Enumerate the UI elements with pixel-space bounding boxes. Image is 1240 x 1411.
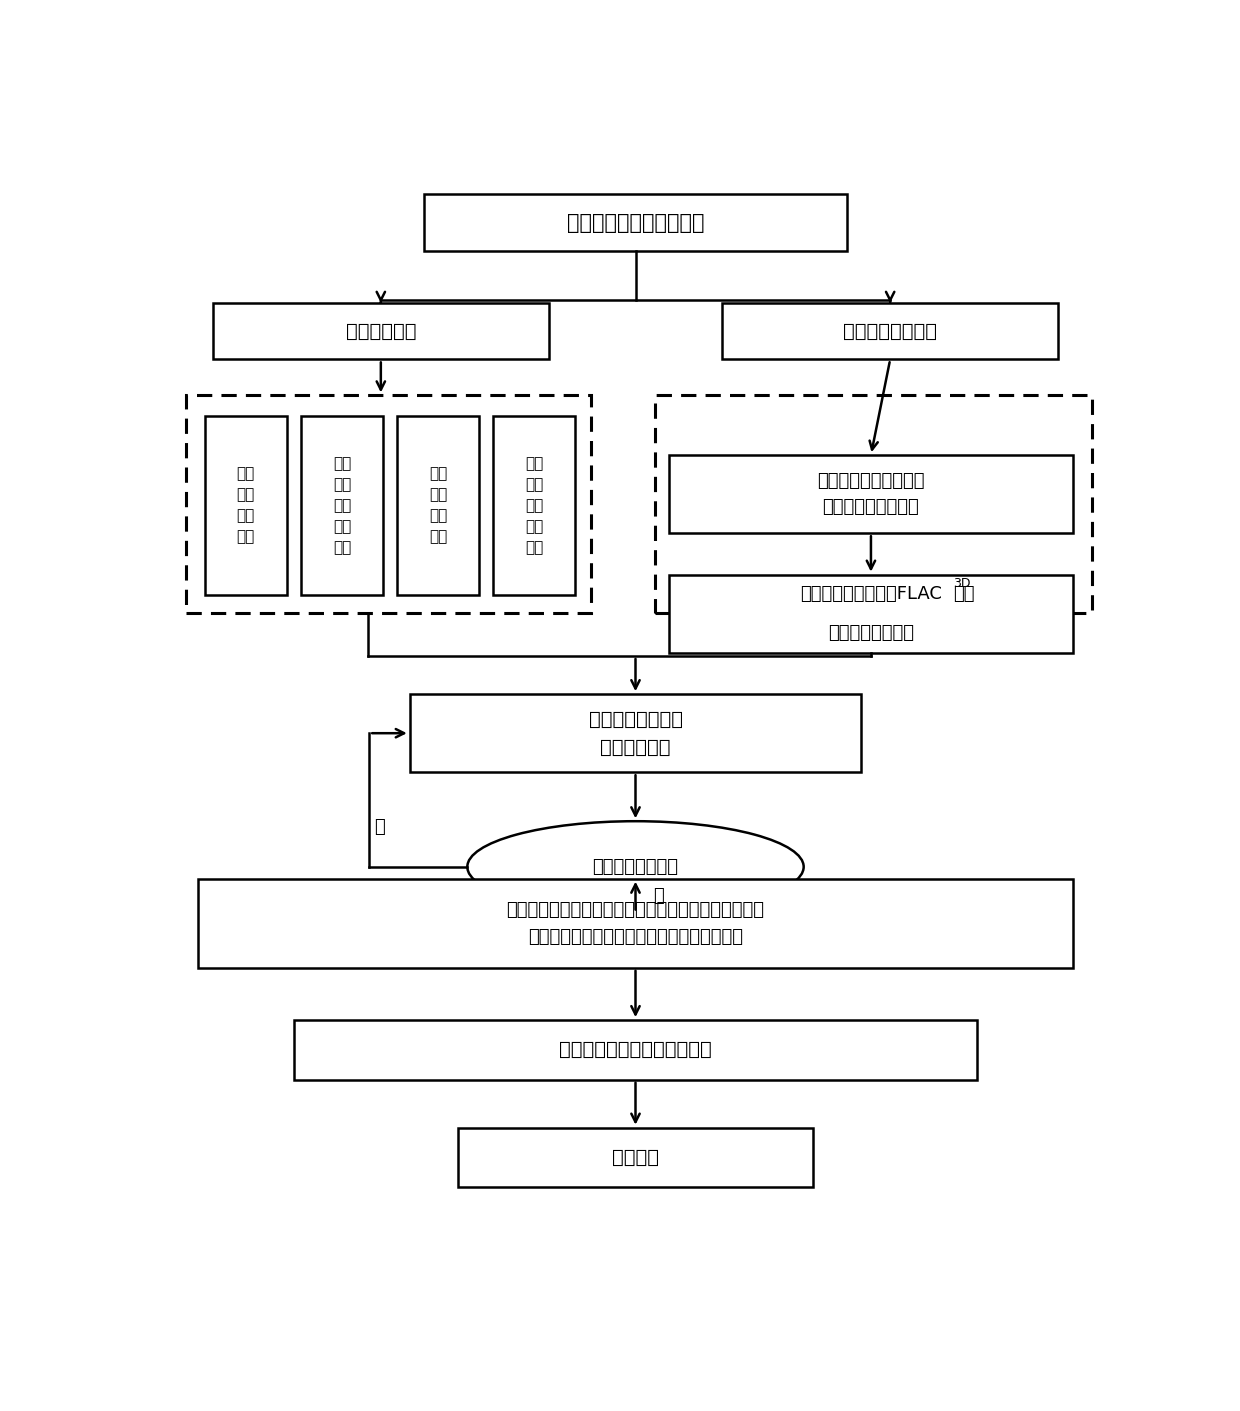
- FancyBboxPatch shape: [397, 416, 479, 595]
- FancyBboxPatch shape: [494, 416, 575, 595]
- FancyBboxPatch shape: [655, 395, 1092, 612]
- Text: 围岩
表面
变形
监测: 围岩 表面 变形 监测: [237, 467, 255, 545]
- Text: 调研收集资料、岩石取样: 调研收集资料、岩石取样: [567, 213, 704, 233]
- Text: 现场应用: 现场应用: [613, 1149, 658, 1167]
- FancyBboxPatch shape: [205, 416, 286, 595]
- Text: 拟合岩样强度参数与损
伤变量间的衰减关系: 拟合岩样强度参数与损 伤变量间的衰减关系: [817, 471, 925, 516]
- Text: 模拟分析卸压钻孔方位、卸压时机及钻孔参数（直径、
长度、间排距）对巷道围岩稳定性的影响规律: 模拟分析卸压钻孔方位、卸压时机及钻孔参数（直径、 长度、间排距）对巷道围岩稳定性…: [506, 902, 765, 945]
- Text: 内置: 内置: [952, 586, 975, 602]
- Text: 应变软化本构模型: 应变软化本构模型: [828, 624, 914, 642]
- Text: 深部巷道钻孔卸压
数值计算模型: 深部巷道钻孔卸压 数值计算模型: [589, 710, 682, 756]
- Text: 是: 是: [652, 886, 663, 904]
- Text: 否: 否: [374, 818, 384, 837]
- Text: 提出卸压钻孔参数的确定方法: 提出卸压钻孔参数的确定方法: [559, 1040, 712, 1060]
- FancyBboxPatch shape: [301, 416, 383, 595]
- Ellipse shape: [467, 821, 804, 913]
- Text: 反演岩体力学参数: 反演岩体力学参数: [593, 858, 678, 876]
- FancyBboxPatch shape: [409, 694, 862, 772]
- FancyBboxPatch shape: [186, 395, 591, 612]
- FancyBboxPatch shape: [198, 879, 1073, 968]
- Text: 将强度衰减模型嵌入FLAC: 将强度衰减模型嵌入FLAC: [800, 586, 942, 602]
- Text: 围岩
深部
位移
监测: 围岩 深部 位移 监测: [429, 467, 448, 545]
- Text: 3D: 3D: [952, 577, 970, 590]
- Text: 实验室加卸载试验: 实验室加卸载试验: [843, 322, 937, 340]
- FancyBboxPatch shape: [670, 574, 1073, 653]
- FancyBboxPatch shape: [458, 1127, 813, 1187]
- Text: 现场实测分析: 现场实测分析: [346, 322, 417, 340]
- Text: 围岩
支护
结构
受力
监测: 围岩 支护 结构 受力 监测: [332, 456, 351, 555]
- FancyBboxPatch shape: [722, 303, 1058, 360]
- FancyBboxPatch shape: [670, 456, 1073, 533]
- FancyBboxPatch shape: [424, 195, 847, 251]
- FancyBboxPatch shape: [294, 1020, 977, 1079]
- Text: 围岩
内部
裂隙
演化
监测: 围岩 内部 裂隙 演化 监测: [525, 456, 543, 555]
- FancyBboxPatch shape: [213, 303, 549, 360]
